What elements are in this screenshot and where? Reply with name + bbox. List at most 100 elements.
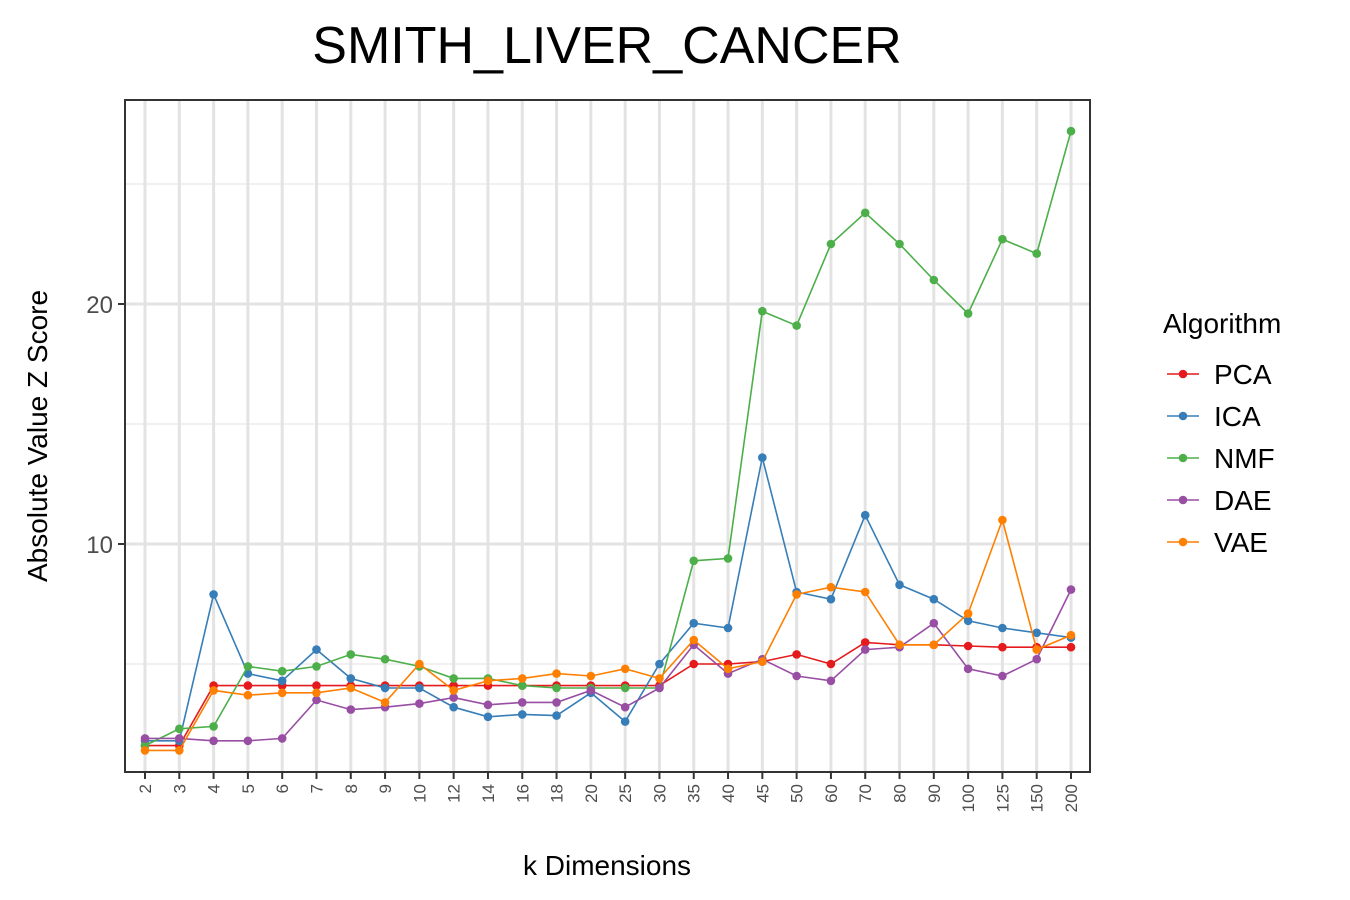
data-point-nmf <box>895 239 904 249</box>
data-point-dae <box>1032 654 1042 664</box>
data-point-pca <box>689 659 699 669</box>
legend-marker-vae <box>1178 537 1188 547</box>
data-point-dae <box>998 671 1007 681</box>
data-point-nmf <box>826 239 836 249</box>
data-point-ica <box>723 623 733 633</box>
x-tick-label: 4 <box>205 784 224 793</box>
series-line-ica <box>145 457 1072 742</box>
data-point-dae <box>860 645 870 654</box>
data-point-vae <box>483 676 493 686</box>
data-point-vae <box>586 671 596 681</box>
x-tick-label: 20 <box>582 784 601 803</box>
legend-label-dae: DAE <box>1214 485 1272 516</box>
data-point-nmf <box>312 662 321 671</box>
data-point-ica <box>655 659 664 669</box>
x-tick-label: 80 <box>891 784 910 803</box>
data-point-vae <box>620 664 630 674</box>
data-point-nmf <box>209 722 218 731</box>
data-point-ica <box>277 676 287 686</box>
data-point-dae <box>620 702 630 712</box>
data-point-ica <box>620 717 630 726</box>
x-tick-label: 5 <box>239 784 258 793</box>
data-point-vae <box>758 657 767 666</box>
data-point-ica <box>517 710 527 719</box>
data-point-vae <box>998 515 1007 525</box>
data-point-pca <box>998 642 1007 652</box>
legend-label-nmf: NMF <box>1214 443 1275 474</box>
data-point-vae <box>209 686 218 695</box>
data-point-ica <box>929 594 939 604</box>
data-point-vae <box>826 582 836 592</box>
data-point-ica <box>826 594 836 604</box>
data-point-nmf <box>277 666 287 676</box>
series-lines <box>140 126 1076 755</box>
data-point-vae <box>689 635 699 645</box>
series-line-nmf <box>144 130 1072 747</box>
data-point-vae <box>380 698 390 707</box>
data-point-nmf <box>1032 249 1042 258</box>
x-tick-label: 6 <box>273 784 292 793</box>
data-point-dae <box>826 676 836 686</box>
data-point-vae <box>655 674 664 683</box>
data-point-ica <box>963 616 973 626</box>
x-tick-label: 7 <box>307 784 326 793</box>
data-point-dae <box>415 699 424 708</box>
data-point-ica <box>552 711 561 720</box>
x-tick-label: 70 <box>856 784 875 803</box>
data-point-ica <box>209 590 218 599</box>
x-tick-label: 100 <box>959 784 978 812</box>
legend-marker-nmf <box>1178 453 1188 463</box>
data-point-pca <box>963 641 973 651</box>
y-tick-label: 20 <box>86 292 113 319</box>
data-point-ica <box>998 623 1007 633</box>
data-point-vae <box>243 690 253 700</box>
data-point-ica <box>380 683 390 693</box>
data-point-dae <box>243 736 253 746</box>
data-point-vae <box>415 659 424 669</box>
x-tick-label: 10 <box>410 784 429 803</box>
data-point-nmf <box>998 234 1007 244</box>
data-point-dae <box>586 686 596 695</box>
data-point-dae <box>346 705 356 714</box>
legend-marker-pca <box>1178 369 1188 379</box>
data-point-vae <box>312 688 321 698</box>
x-tick-label: 35 <box>685 784 704 803</box>
data-point-nmf <box>963 309 973 318</box>
data-point-nmf <box>1066 126 1076 136</box>
data-point-dae <box>792 671 801 681</box>
data-point-vae <box>552 669 561 678</box>
x-tick-label: 200 <box>1062 784 1081 812</box>
data-point-dae <box>483 700 493 710</box>
plot-background <box>125 100 1090 772</box>
data-point-nmf <box>346 650 356 659</box>
data-point-vae <box>792 590 801 599</box>
data-point-nmf <box>792 321 801 330</box>
series-line-dae <box>145 589 1072 742</box>
data-point-vae <box>723 664 733 674</box>
legend-title: Algorithm <box>1163 308 1281 339</box>
data-point-nmf <box>449 674 458 683</box>
legend: Algorithm PCA ICA NMF DAE VAE <box>1163 308 1281 558</box>
data-point-vae <box>895 640 904 650</box>
data-point-nmf <box>517 681 527 690</box>
data-point-nmf <box>723 554 733 563</box>
data-point-ica <box>1032 628 1042 638</box>
data-point-dae <box>517 698 527 707</box>
data-point-vae <box>963 609 973 618</box>
data-point-vae <box>140 746 150 755</box>
data-point-ica <box>415 683 424 693</box>
data-point-dae <box>140 734 150 743</box>
data-point-vae <box>449 686 458 695</box>
legend-marker-ica <box>1178 411 1188 421</box>
x-axis-label: k Dimensions <box>523 850 691 881</box>
data-point-nmf <box>243 662 253 671</box>
data-point-ica <box>689 618 699 628</box>
data-point-dae <box>963 664 973 674</box>
x-tick-label: 50 <box>788 784 807 803</box>
data-point-ica <box>895 580 904 590</box>
data-point-ica <box>483 712 493 722</box>
x-tick-label: 16 <box>513 784 532 803</box>
x-tick-label: 30 <box>650 784 669 803</box>
x-tick-label: 150 <box>1028 784 1047 812</box>
